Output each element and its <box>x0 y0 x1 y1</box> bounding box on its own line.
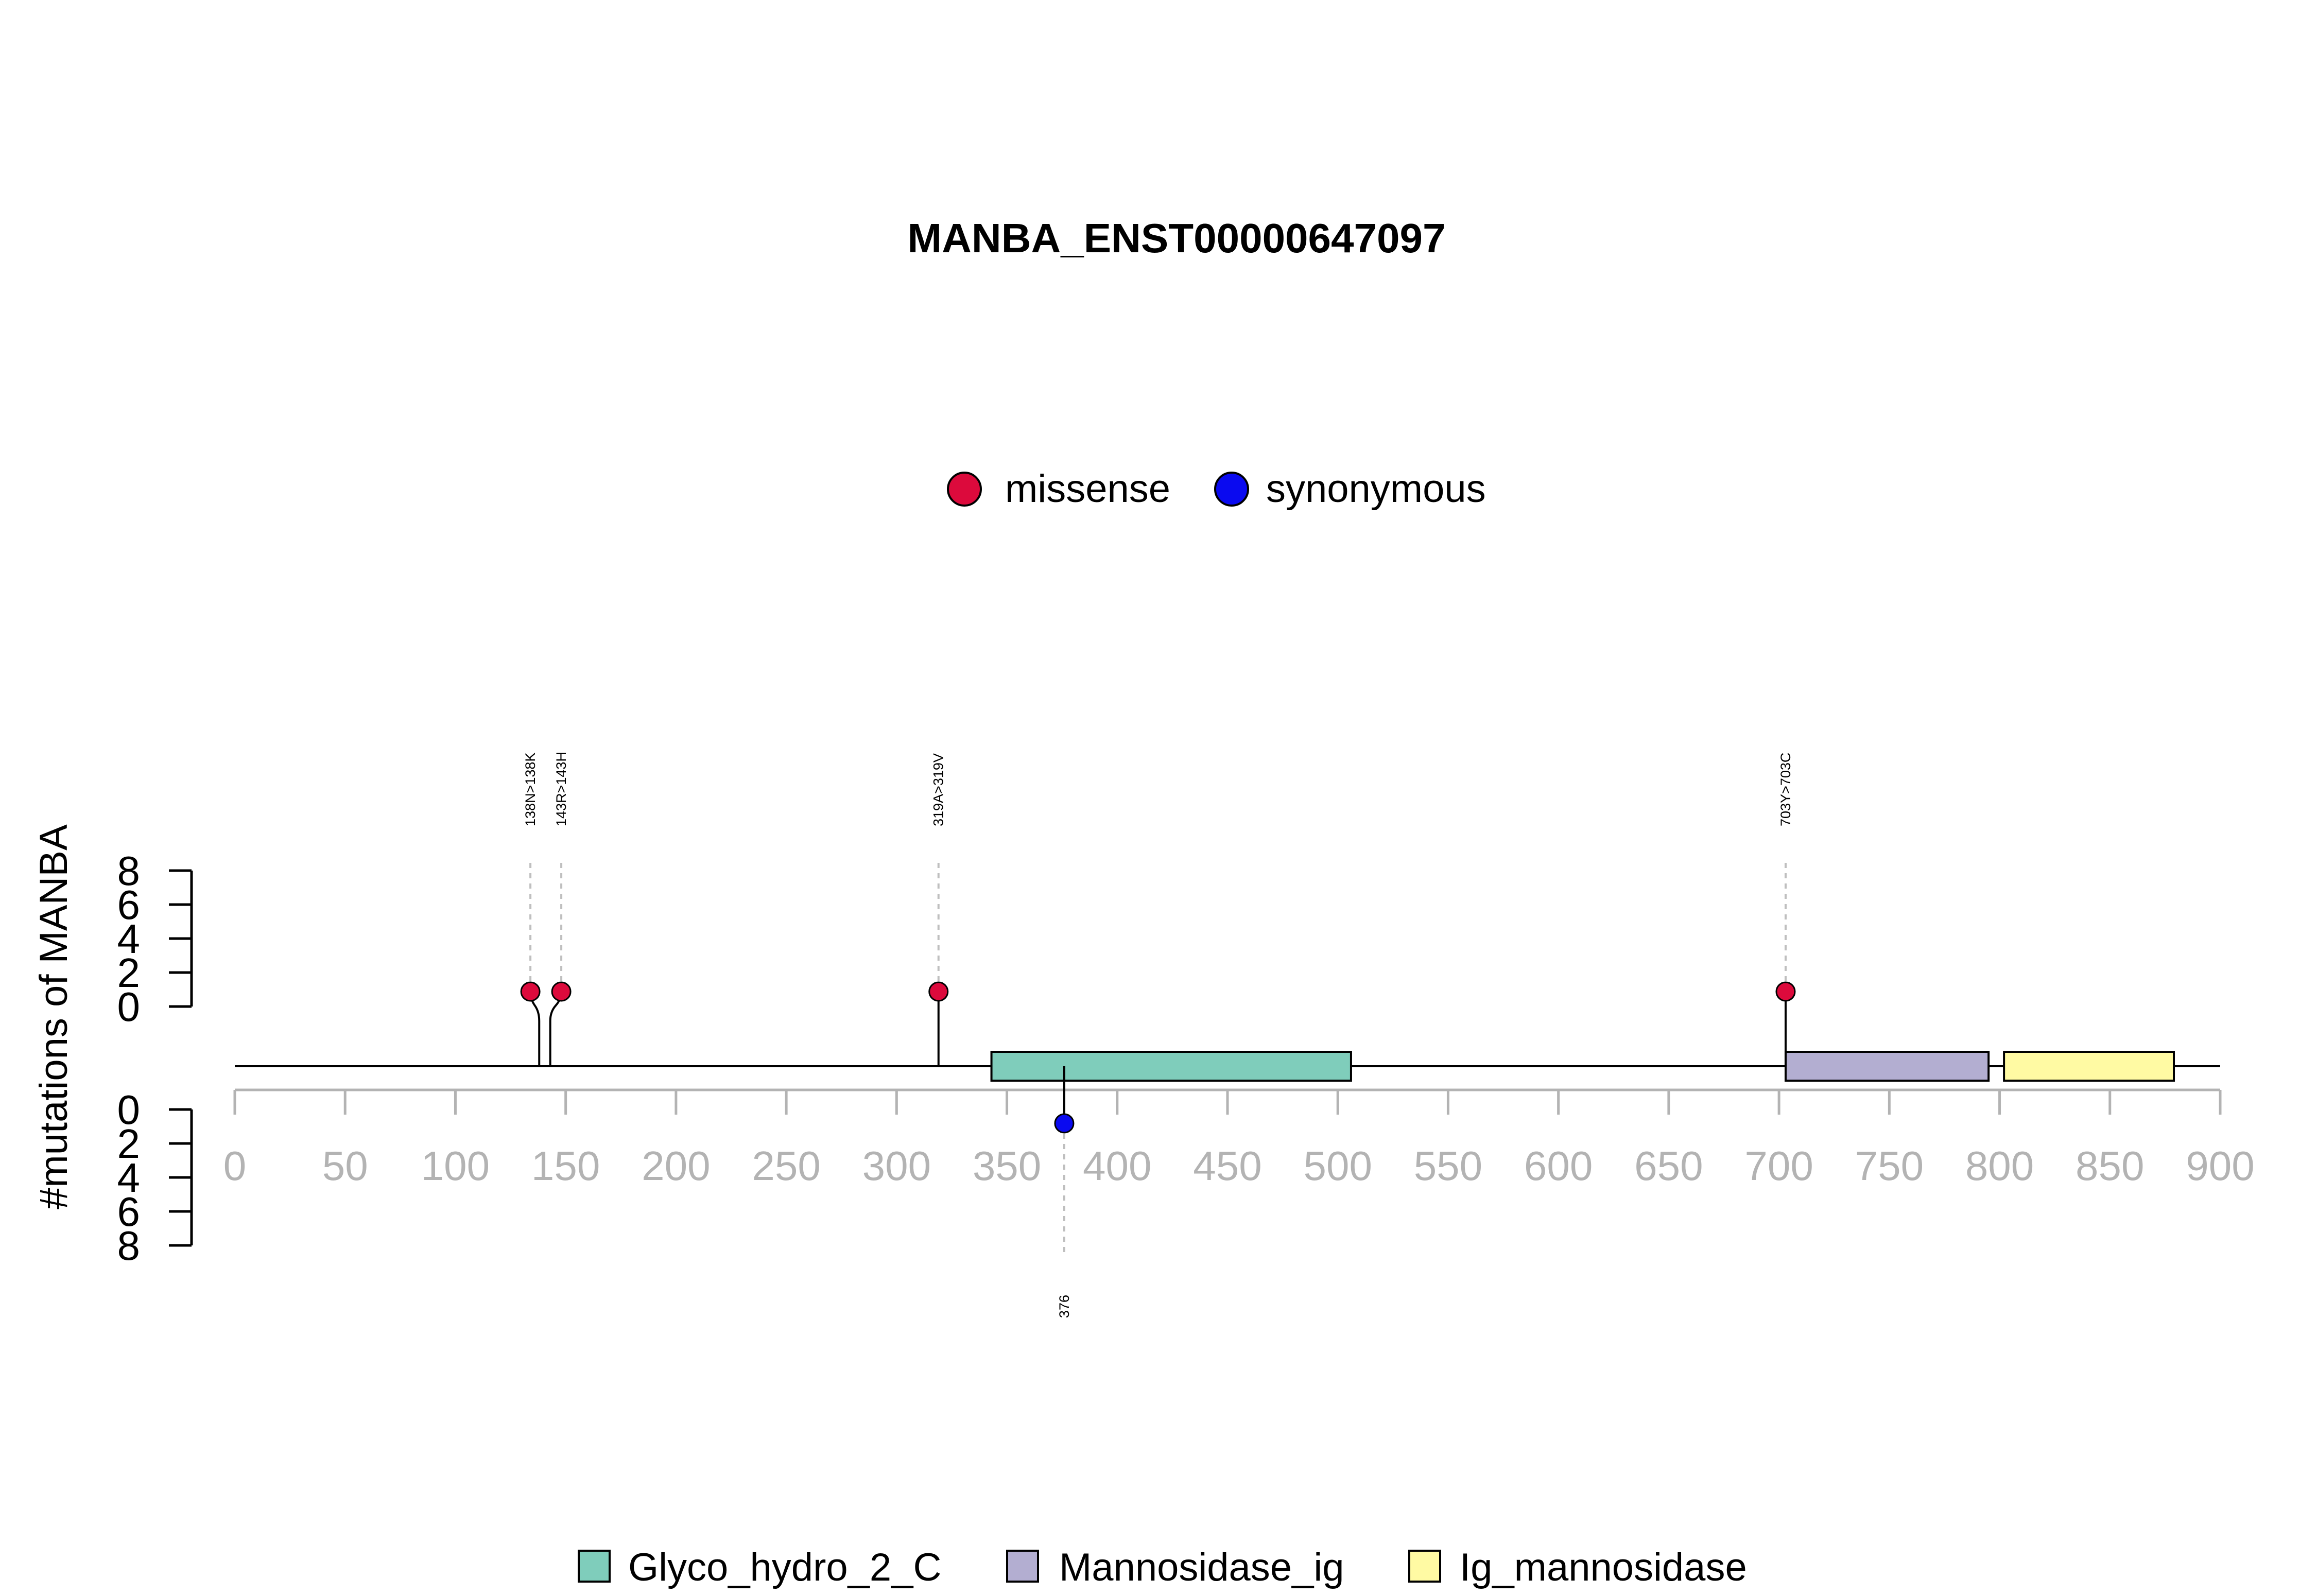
mutation-138N>138K: 138N>138K <box>520 753 541 1066</box>
mutation-legend: missense synonymous <box>947 467 1486 511</box>
domain-legend-label: Glyco_hydro_2_C <box>628 1546 941 1589</box>
mutation-legend-marker <box>1214 472 1249 507</box>
x-tick-label: 150 <box>531 1143 600 1189</box>
domain-Glyco_hydro_2_C <box>990 1051 1352 1082</box>
mutation-376: 376 <box>1054 1066 1075 1318</box>
y-bottom-tick-label: 8 <box>117 1223 141 1269</box>
x-tick-label: 350 <box>973 1143 1041 1189</box>
mutation-label: 319A>319V <box>931 753 946 826</box>
x-tick-label: 800 <box>1965 1143 2034 1189</box>
mutation-label: 376 <box>1057 1295 1072 1318</box>
x-tick-label: 0 <box>223 1143 247 1189</box>
y-top-tick-label: 8 <box>117 848 141 894</box>
mutation-head <box>551 981 572 1002</box>
x-tick-label: 200 <box>642 1143 710 1189</box>
x-axis: 0 50 100 150 200 250 300 350 400 450 500 550 600 650 7… <box>223 1088 2255 1189</box>
mutation-head <box>928 981 949 1002</box>
mutation-legend-item-missense: missense <box>947 467 1170 511</box>
y-top-tick-label: 4 <box>117 916 141 962</box>
x-tick-label: 550 <box>1414 1143 1482 1189</box>
x-tick-label: 850 <box>2076 1143 2144 1189</box>
domain-Ig_mannosidase <box>2003 1051 2175 1082</box>
mutation-head <box>1054 1113 1075 1134</box>
mutation-layer: 138N>138K 143R>143H 319A>319V 703Y>703C 376 <box>520 752 1796 1318</box>
mutation-legend-label: missense <box>1005 467 1170 511</box>
mutation-head <box>520 981 541 1002</box>
mutation-label: 143R>143H <box>554 752 569 826</box>
y-axis-label: #mutations of MANBA <box>32 824 76 1209</box>
mutation-legend-label: synonymous <box>1266 467 1486 511</box>
domain-legend-item-Mannosidase_ig: Mannosidase_ig <box>1006 1546 1344 1589</box>
mutation-label: 138N>138K <box>523 753 538 826</box>
mutation-703Y>703C: 703Y>703C <box>1775 753 1796 1066</box>
domain-legend-item-Ig_mannosidase: Ig_mannosidase <box>1408 1546 1747 1589</box>
mutation-143R>143H: 143R>143H <box>549 752 572 1066</box>
mutation-319A>319V: 319A>319V <box>928 753 949 1066</box>
x-tick-label: 300 <box>862 1143 931 1189</box>
x-tick-label: 450 <box>1193 1143 1261 1189</box>
mutation-legend-marker <box>947 472 982 507</box>
mutation-head <box>1775 981 1796 1002</box>
x-tick-label: 900 <box>2186 1143 2254 1189</box>
x-tick-label: 50 <box>322 1143 368 1189</box>
mutation-stem <box>529 991 541 1066</box>
x-tick-label: 600 <box>1524 1143 1593 1189</box>
y-bottom-tick-label: 0 <box>117 1087 141 1133</box>
domain-legend-item-Glyco_hydro_2_C: Glyco_hydro_2_C <box>578 1546 941 1589</box>
y-bottom-tick-label: 4 <box>117 1155 141 1201</box>
x-tick-label: 700 <box>1744 1143 1813 1189</box>
domain-legend-swatch <box>578 1550 611 1583</box>
domain-legend-label: Mannosidase_ig <box>1059 1546 1344 1589</box>
x-tick-label: 400 <box>1083 1143 1151 1189</box>
domain-legend-swatch <box>1408 1550 1441 1583</box>
mutation-stem <box>549 991 563 1066</box>
domain-legend-swatch <box>1006 1550 1039 1583</box>
x-tick-label: 100 <box>421 1143 490 1189</box>
x-tick-label: 750 <box>1855 1143 1924 1189</box>
domain-legend: Glyco_hydro_2_C Mannosidase_ig Ig_mannosid… <box>578 1546 1747 1589</box>
y-bottom-tick-label: 2 <box>117 1121 141 1167</box>
y-bottom-tick-label: 6 <box>117 1189 141 1235</box>
x-tick-label: 250 <box>752 1143 820 1189</box>
mutation-label: 703Y>703C <box>1778 753 1793 826</box>
x-tick-label: 650 <box>1634 1143 1703 1189</box>
y-top-tick-label: 0 <box>117 984 141 1030</box>
domain-layer <box>990 1051 2175 1082</box>
y-top-tick-label: 6 <box>117 882 141 928</box>
x-tick-label: 500 <box>1303 1143 1372 1189</box>
y-top-tick-label: 2 <box>117 950 141 996</box>
chart-title: MANBA_ENST00000647097 <box>908 215 1446 261</box>
mutation-legend-item-synonymous: synonymous <box>1214 467 1486 511</box>
domain-legend-label: Ig_mannosidase <box>1460 1546 1747 1589</box>
domain-Mannosidase_ig <box>1784 1051 1990 1082</box>
